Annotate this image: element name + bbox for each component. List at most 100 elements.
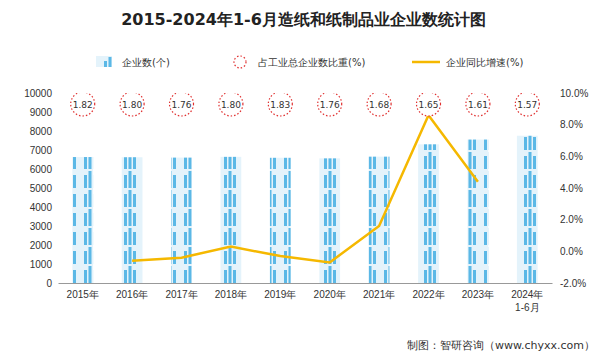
y-tick: 10000 bbox=[24, 88, 58, 99]
ratio-marker bbox=[367, 93, 391, 116]
ratio-marker bbox=[417, 93, 441, 116]
y-tick: 4000 bbox=[30, 202, 58, 213]
y-tick: 6000 bbox=[30, 164, 58, 175]
x-tick-label: 2016年 bbox=[116, 289, 148, 300]
y2-tick-label: 0.0% bbox=[560, 246, 583, 257]
ratio-label: 1.82 bbox=[73, 100, 93, 110]
y2-tick-label: 2.0% bbox=[560, 214, 583, 225]
x-tick: 2019年 bbox=[264, 283, 296, 300]
y-tick-label: 8000 bbox=[30, 126, 53, 137]
x-tick-label: 2022年 bbox=[412, 289, 444, 300]
legend-label: 企业数(个) bbox=[122, 57, 170, 68]
y-tick-label: 5000 bbox=[30, 183, 53, 194]
y2-tick-label: 6.0% bbox=[560, 151, 583, 162]
legend-swatch bbox=[412, 61, 440, 64]
x-tick: 2017年 bbox=[165, 283, 197, 300]
y-tick-label: 3000 bbox=[30, 221, 53, 232]
x-tick-label: 2015年 bbox=[67, 289, 99, 300]
growth-line bbox=[132, 115, 478, 262]
y-tick: 0 bbox=[46, 278, 58, 289]
y2-tick: 2.0% bbox=[552, 214, 583, 225]
x-tick: 2018年 bbox=[215, 283, 247, 300]
bar bbox=[468, 140, 489, 283]
x-tick-label: 2024年1-6月 bbox=[511, 289, 543, 313]
ratio-label: 1.80 bbox=[221, 100, 241, 110]
ratio-label: 1.76 bbox=[171, 100, 191, 110]
ratio-label: 1.65 bbox=[418, 100, 438, 110]
bar bbox=[369, 157, 390, 283]
y-tick: 5000 bbox=[30, 183, 58, 194]
x-tick-label: 2021年 bbox=[363, 289, 395, 300]
ratio-label: 1.61 bbox=[468, 100, 488, 110]
y-tick: 7000 bbox=[30, 145, 58, 156]
ratio-label: 1.68 bbox=[369, 100, 389, 110]
y2-tick-label: 8.0% bbox=[560, 119, 583, 130]
y-tick-label: 4000 bbox=[30, 202, 53, 213]
y-tick: 3000 bbox=[30, 221, 58, 232]
ratio-label: 1.83 bbox=[270, 100, 290, 110]
bar bbox=[319, 158, 340, 283]
ratio-marker bbox=[466, 93, 490, 116]
ratio-marker bbox=[71, 93, 95, 116]
x-tick: 2020年 bbox=[314, 283, 346, 300]
ratio-marker bbox=[120, 93, 144, 116]
y2-tick-label: -2.0% bbox=[560, 278, 586, 289]
y-tick: 9000 bbox=[30, 107, 58, 118]
legend-swatch bbox=[234, 56, 246, 68]
ratio-marker bbox=[318, 93, 342, 116]
y2-tick: 0.0% bbox=[552, 246, 583, 257]
title: 2015-2024年1-6月造纸和纸制品业企业数统计图 bbox=[121, 10, 486, 29]
chart: 2015-2024年1-6月造纸和纸制品业企业数统计图 0 1000 2000 3000… bbox=[0, 0, 607, 359]
y-tick-label: 0 bbox=[46, 278, 52, 289]
y-tick-label: 6000 bbox=[30, 164, 53, 175]
x-tick: 2021年 bbox=[363, 283, 395, 300]
bar bbox=[517, 136, 538, 283]
legend-item: 企业同比增速(%) bbox=[412, 57, 523, 68]
bar bbox=[122, 157, 143, 283]
y-tick-label: 10000 bbox=[24, 88, 52, 99]
y-tick-label: 1000 bbox=[30, 259, 53, 270]
x-tick: 2024年1-6月 bbox=[511, 283, 543, 313]
x-tick: 2023年 bbox=[462, 283, 494, 300]
y2-tick: 10.0% bbox=[552, 88, 588, 99]
bar bbox=[171, 158, 192, 283]
footer: 制图：智研咨询（www.chyxx.com） bbox=[407, 339, 595, 352]
y2-tick: 6.0% bbox=[552, 151, 583, 162]
y2-tick-label: 10.0% bbox=[560, 88, 588, 99]
x-axis-line bbox=[59, 283, 553, 284]
x-tick-label: 2023年 bbox=[462, 289, 494, 300]
x-tick-label: 2017年 bbox=[165, 289, 197, 300]
x-tick-label: 2019年 bbox=[264, 289, 296, 300]
legend-label: 占工业总企业数比重(%) bbox=[258, 57, 365, 68]
legend-label: 企业同比增速(%) bbox=[446, 57, 523, 68]
y2-tick: 8.0% bbox=[552, 119, 583, 130]
bar bbox=[418, 144, 439, 283]
y2-axis: -2.0% 0.0% 2.0% 4.0% 6.0% 8.0% 10.0% bbox=[552, 88, 588, 289]
y-tick-label: 7000 bbox=[30, 145, 53, 156]
y2-tick: 4.0% bbox=[552, 183, 583, 194]
y2-tick-label: 4.0% bbox=[560, 183, 583, 194]
y-axis: 0 1000 2000 3000 4000 5000 6000 7000 8000 9000 100… bbox=[24, 88, 58, 289]
bar bbox=[72, 157, 93, 283]
y-tick: 1000 bbox=[30, 259, 58, 270]
y2-tick: -2.0% bbox=[552, 278, 586, 289]
legend-swatch bbox=[96, 56, 112, 67]
x-axis: 2015年 2016年 2017年 2018年 2019年 2020年 2021年 2022年… bbox=[59, 283, 553, 313]
ratio-label: 1.80 bbox=[122, 100, 142, 110]
ratio-marker bbox=[170, 93, 194, 116]
legend: 企业数(个) 占工业总企业数比重(%) 企业同比增速(%) bbox=[96, 56, 523, 68]
y-tick: 8000 bbox=[30, 126, 58, 137]
ratio-label: 1.57 bbox=[517, 100, 537, 110]
y-tick-label: 2000 bbox=[30, 240, 53, 251]
ratio-marker bbox=[515, 93, 539, 116]
y-tick: 2000 bbox=[30, 240, 58, 251]
x-tick: 2022年 bbox=[412, 283, 444, 300]
bar bbox=[270, 158, 291, 283]
plot-area bbox=[71, 93, 540, 283]
x-tick: 2015年 bbox=[67, 283, 99, 300]
x-tick: 2016年 bbox=[116, 283, 148, 300]
bar bbox=[221, 157, 242, 283]
y2-axis-line bbox=[552, 94, 553, 284]
x-tick-label: 2020年 bbox=[314, 289, 346, 300]
legend-item: 占工业总企业数比重(%) bbox=[234, 56, 365, 68]
